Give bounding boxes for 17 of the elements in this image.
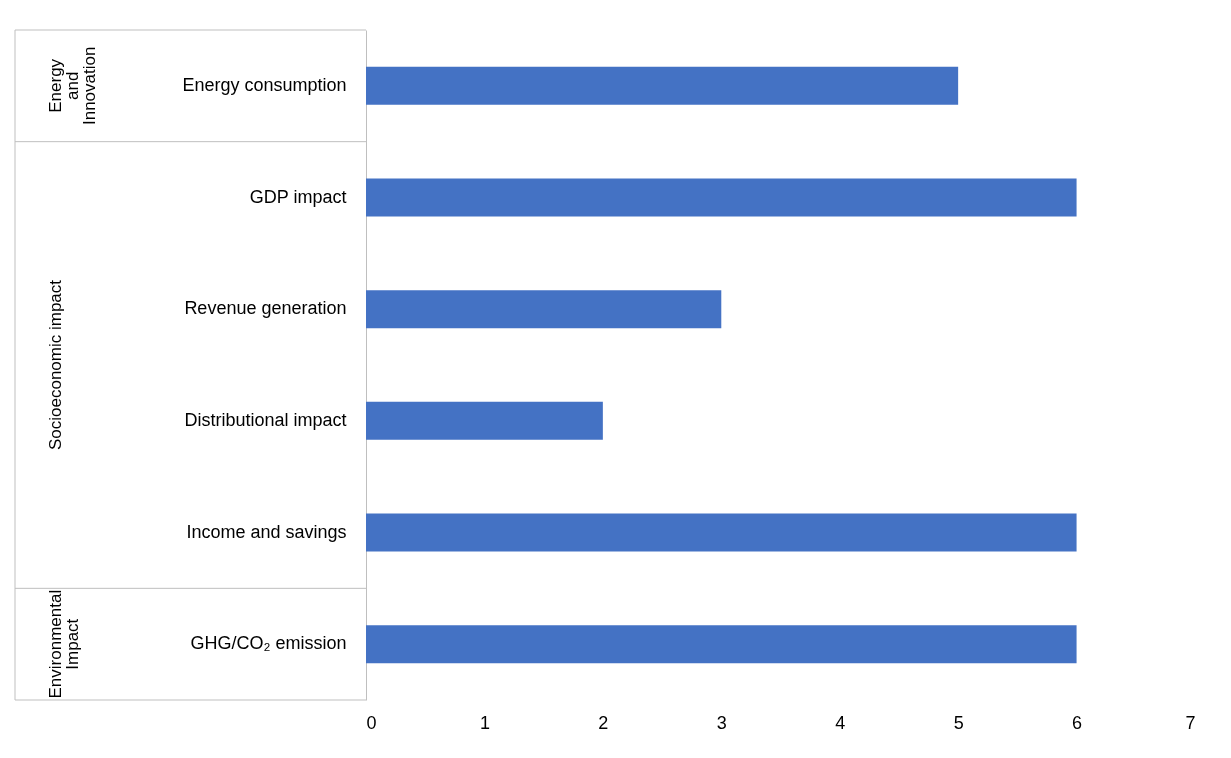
y-tick-label: GDP impact xyxy=(249,186,347,207)
x-tick-label: 5 xyxy=(953,712,964,733)
x-tick-label: 3 xyxy=(716,712,727,733)
x-tick-label: 7 xyxy=(1185,712,1196,733)
text: Energy and Innovation xyxy=(46,46,99,126)
y-tick-label: Distributional impact xyxy=(184,409,347,430)
x-tick-label: 0 xyxy=(366,712,377,733)
x-tick-label: 1 xyxy=(479,712,490,733)
y-tick-label: Energy consumption xyxy=(182,74,347,95)
y-tick-label: GHG/CO₂ emission xyxy=(190,633,347,654)
x-tick-label: 4 xyxy=(835,712,846,733)
text: Socioeconomic impact xyxy=(46,279,65,451)
y-tick-label: Income and savings xyxy=(186,521,347,542)
x-tick-label: 6 xyxy=(1072,712,1083,733)
x-tick-label: 2 xyxy=(598,712,609,733)
y-tick-label: Revenue generation xyxy=(184,298,347,319)
text: Environmental Impact xyxy=(46,589,82,699)
